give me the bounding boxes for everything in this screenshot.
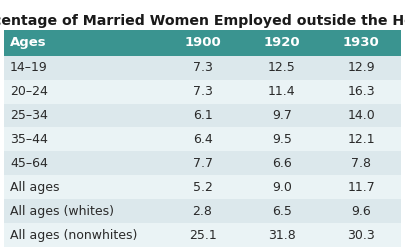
Bar [322,127,401,151]
Text: 5.2: 5.2 [192,181,213,194]
Bar [242,104,322,127]
Bar [4,104,163,127]
Text: 2.8: 2.8 [192,205,213,218]
Bar [322,80,401,104]
Text: 11.4: 11.4 [268,85,296,98]
Bar [242,80,322,104]
Text: 16.3: 16.3 [347,85,375,98]
Text: 1900: 1900 [184,36,221,49]
Bar [242,30,322,56]
Text: 6.5: 6.5 [272,205,292,218]
Text: 9.7: 9.7 [272,109,292,122]
Text: 31.8: 31.8 [268,229,296,242]
Text: 25.1: 25.1 [189,229,216,242]
Bar [322,199,401,223]
Text: 7.7: 7.7 [192,157,213,170]
Text: 20–24: 20–24 [10,85,48,98]
Bar [163,199,242,223]
Bar [163,223,242,247]
Bar [163,175,242,199]
Text: 1920: 1920 [264,36,300,49]
Bar [4,151,163,175]
Text: 9.5: 9.5 [272,133,292,146]
Text: 30.3: 30.3 [347,229,375,242]
Bar [242,127,322,151]
Text: 14–19: 14–19 [10,61,48,74]
Bar [322,104,401,127]
Bar [322,175,401,199]
Bar [4,199,163,223]
Bar [322,223,401,247]
Bar [4,127,163,151]
Text: 14.0: 14.0 [347,109,375,122]
Text: 6.6: 6.6 [272,157,292,170]
Text: 1930: 1930 [343,36,379,49]
Text: 12.1: 12.1 [347,133,375,146]
Text: 35–44: 35–44 [10,133,48,146]
Text: Percentage of Married Women Employed outside the Home: Percentage of Married Women Employed out… [0,14,405,28]
Bar [163,56,242,80]
Bar [163,151,242,175]
Text: 11.7: 11.7 [347,181,375,194]
Bar [163,80,242,104]
Bar [4,80,163,104]
Bar [163,127,242,151]
Text: 6.4: 6.4 [193,133,212,146]
Bar [163,30,242,56]
Text: 12.5: 12.5 [268,61,296,74]
Bar [4,56,163,80]
Bar [163,104,242,127]
Bar [322,30,401,56]
Bar [242,56,322,80]
Bar [4,30,163,56]
Text: 7.3: 7.3 [192,61,213,74]
Text: 12.9: 12.9 [347,61,375,74]
Bar [242,175,322,199]
Text: Ages: Ages [10,36,47,49]
Text: 9.6: 9.6 [352,205,371,218]
Bar [242,199,322,223]
Bar [322,151,401,175]
Text: 45–64: 45–64 [10,157,48,170]
Text: 6.1: 6.1 [193,109,212,122]
Bar [4,223,163,247]
Text: All ages: All ages [10,181,60,194]
Text: 7.8: 7.8 [351,157,371,170]
Bar [4,175,163,199]
Text: 9.0: 9.0 [272,181,292,194]
Text: All ages (whites): All ages (whites) [10,205,114,218]
Text: All ages (nonwhites): All ages (nonwhites) [10,229,137,242]
Bar [242,223,322,247]
Text: 25–34: 25–34 [10,109,48,122]
Bar [322,56,401,80]
Text: 7.3: 7.3 [192,85,213,98]
Bar [242,151,322,175]
